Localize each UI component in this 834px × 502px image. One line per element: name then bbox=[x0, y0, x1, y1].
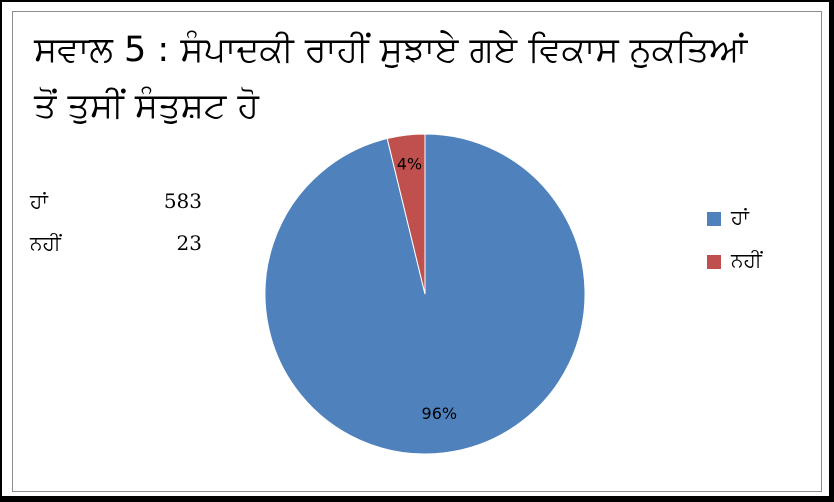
table-label-no: ਨਹੀਂ bbox=[30, 231, 61, 255]
legend-swatch-no bbox=[707, 255, 721, 269]
chart-title-line-2: ਤੋਂ ਤੁਸੀਂ ਸੰਤੁਸ਼ਟ ਹੋ bbox=[34, 86, 259, 126]
legend-label-yes: ਹਾਂ bbox=[731, 205, 749, 229]
data-label-yes: 96% bbox=[422, 404, 458, 423]
data-label-no: 4% bbox=[397, 155, 422, 174]
table-label-yes: ਹਾਂ bbox=[30, 189, 48, 213]
table-value-yes: 583 bbox=[163, 189, 202, 213]
legend-swatch-yes bbox=[707, 212, 721, 226]
legend-label-no: ਨਹੀਂ bbox=[731, 248, 762, 272]
table-value-no: 23 bbox=[176, 231, 202, 255]
chart-area bbox=[12, 11, 822, 492]
pie-slice-no bbox=[386, 133, 426, 295]
chart-title-line-1: ਸਵਾਲ 5 : ਸੰਪਾਦਕੀ ਰਾਹੀਂ ਸੁਝਾਏ ਗਏ ਵਿਕਾਸ ਨੁ… bbox=[34, 30, 748, 70]
